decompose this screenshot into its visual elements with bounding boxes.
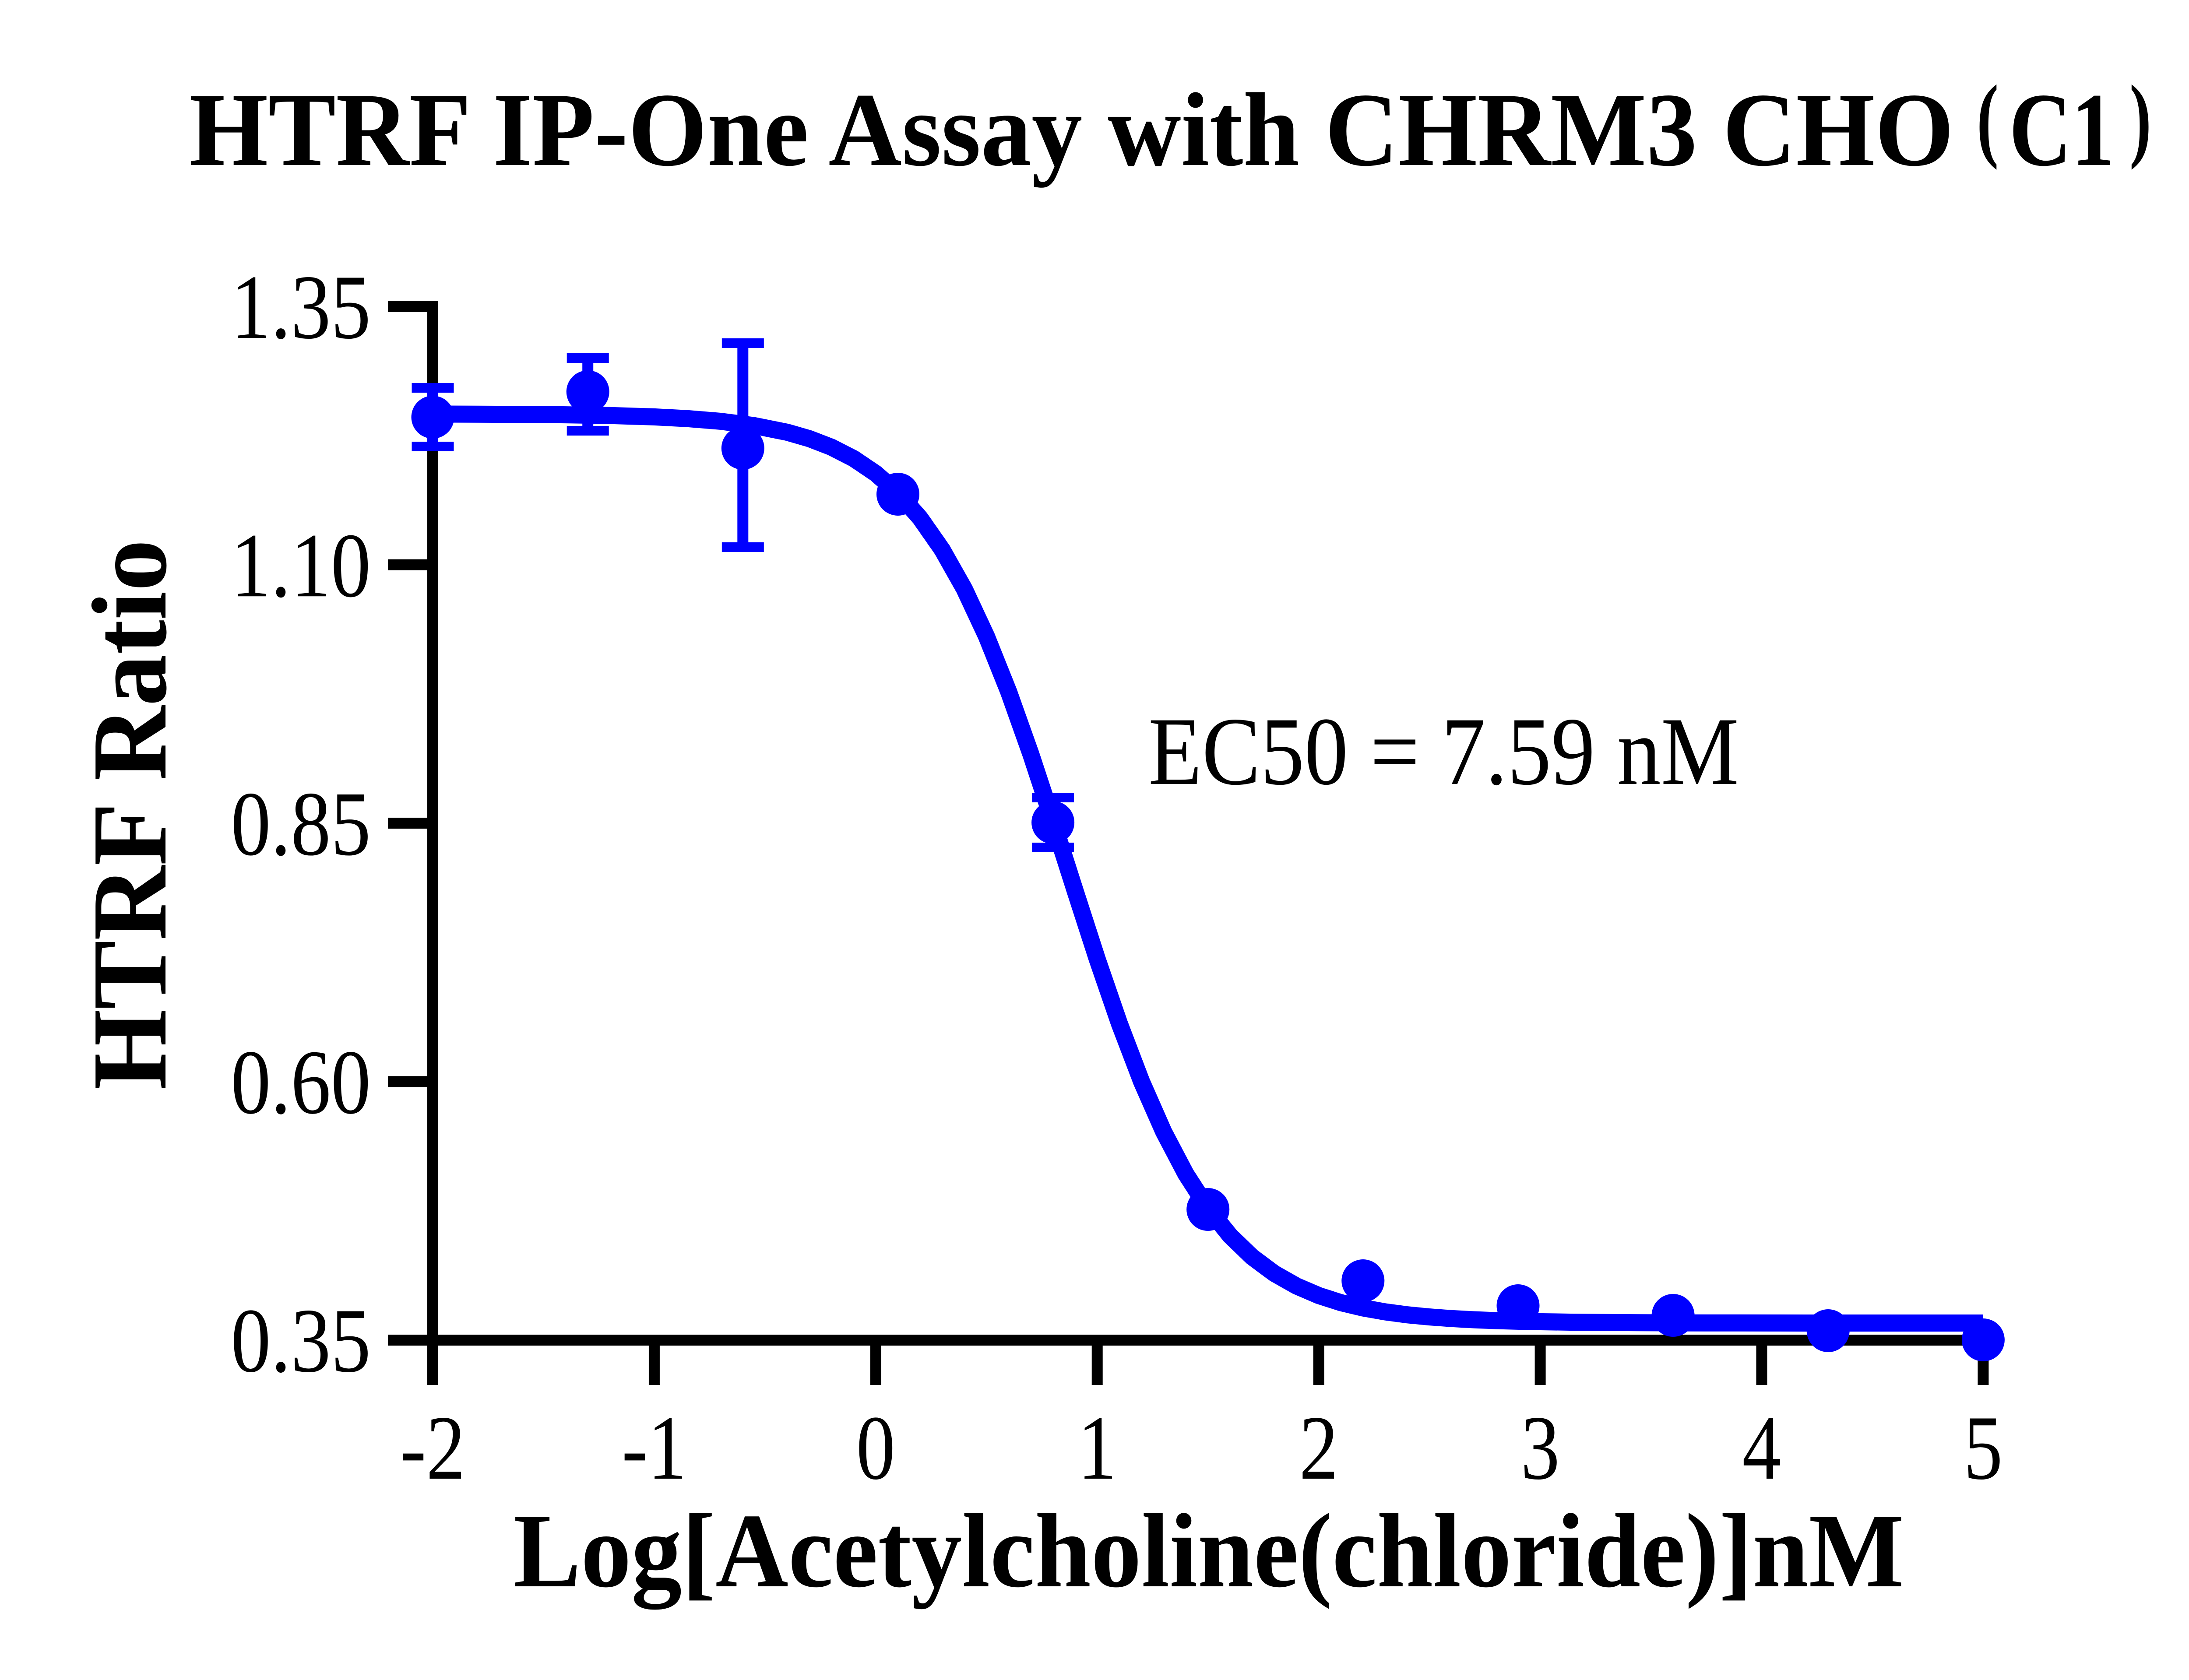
svg-text:0.60: 0.60 (231, 1031, 371, 1133)
svg-text:-2: -2 (400, 1397, 465, 1499)
svg-text:): ) (2129, 67, 2151, 171)
svg-text:3: 3 (1520, 1397, 1559, 1499)
svg-text:0.35: 0.35 (231, 1290, 371, 1392)
svg-text:0: 0 (856, 1397, 895, 1499)
svg-text:HTRF IP-One Assay with CHRM3 C: HTRF IP-One Assay with CHRM3 CHO (189, 71, 1954, 188)
svg-text:Log[Acetylcholine(chloride)]nM: Log[Acetylcholine(chloride)]nM (514, 1492, 1904, 1610)
svg-text:EC50 = 7.59 nM: EC50 = 7.59 nM (1148, 698, 1739, 805)
svg-text:4: 4 (1742, 1397, 1781, 1499)
svg-text:C1: C1 (2009, 71, 2115, 188)
svg-text:1.10: 1.10 (231, 515, 371, 617)
svg-text:-1: -1 (622, 1397, 687, 1499)
svg-text:(: ( (1977, 67, 1999, 171)
svg-text:5: 5 (1964, 1397, 2002, 1499)
svg-text:1.35: 1.35 (231, 256, 371, 358)
svg-text:HTRF Ratio: HTRF Ratio (70, 540, 189, 1090)
svg-text:0.85: 0.85 (231, 773, 371, 875)
svg-text:1: 1 (1078, 1397, 1117, 1499)
svg-text:2: 2 (1299, 1397, 1338, 1499)
